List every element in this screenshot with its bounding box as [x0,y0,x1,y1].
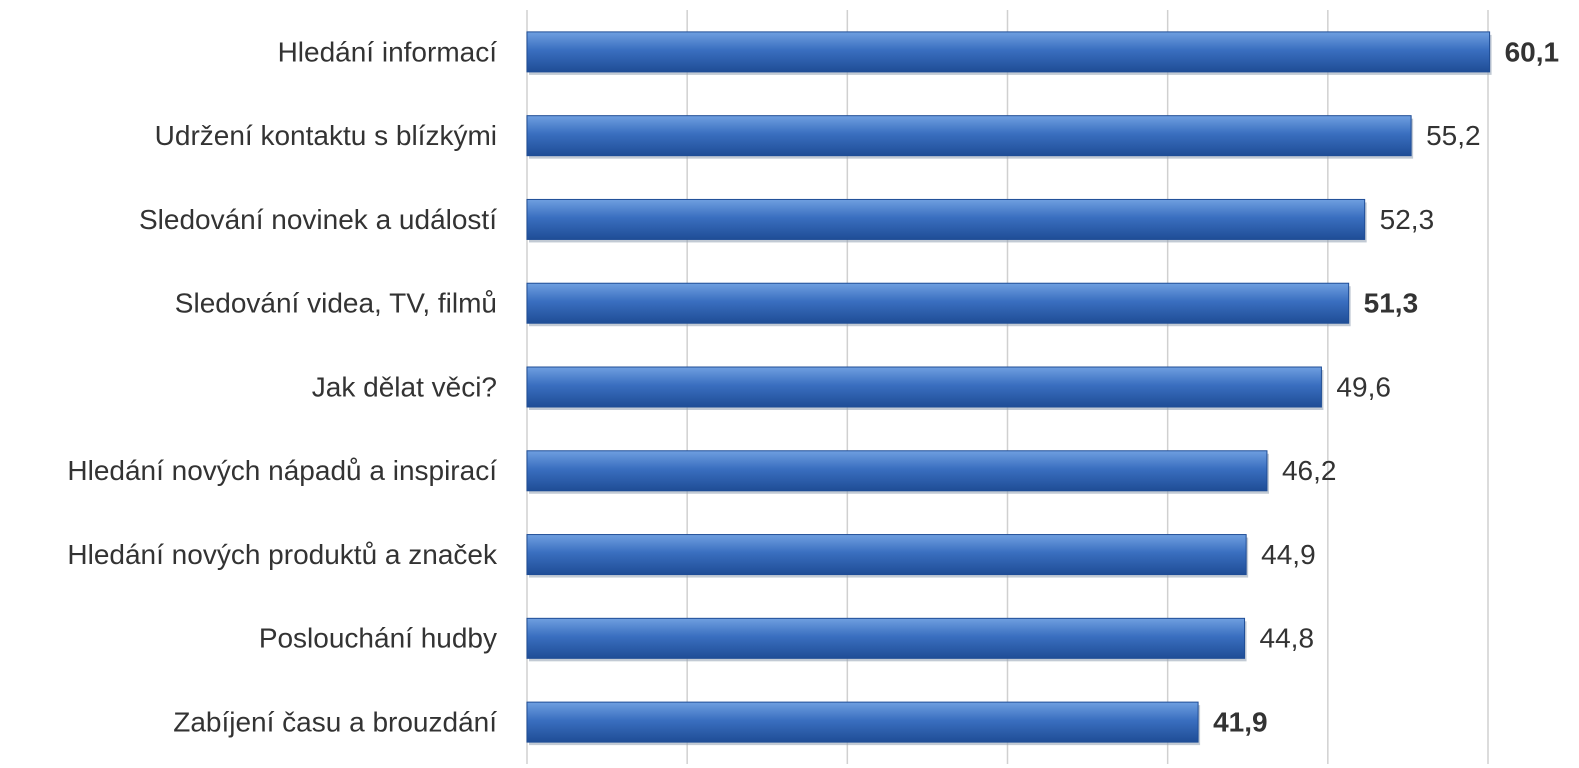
y-tick-label: Hledání nových nápadů a inspirací [67,455,497,486]
value-label: 55,2 [1426,120,1481,151]
y-tick-label: Udržení kontaktu s blízkými [155,120,497,151]
y-tick-label: Jak dělat věci? [312,371,497,402]
value-label: 60,1 [1505,36,1560,67]
bar [526,450,1268,492]
y-tick-label: Zabíjení času a brouzdání [173,707,497,738]
value-label: 52,3 [1380,204,1435,235]
value-label: 51,3 [1364,288,1419,319]
value-label: 49,6 [1336,371,1391,402]
y-tick-label: Hledání nových produktů a značek [67,539,498,570]
y-tick-label: Sledování videa, TV, filmů [175,288,497,319]
value-label: 41,9 [1213,707,1268,738]
bar [526,198,1366,240]
value-label: 44,8 [1260,623,1315,654]
value-label: 46,2 [1282,455,1337,486]
y-tick-label: Hledání informací [278,36,498,67]
bar [526,534,1247,576]
bar [526,617,1246,659]
y-tick-label: Poslouchání hudby [259,623,497,654]
y-tick-label: Sledování novinek a událostí [139,204,497,235]
bar [526,282,1350,324]
bar [526,115,1412,157]
bar [526,31,1491,73]
bar [526,701,1199,743]
value-label: 44,9 [1261,539,1316,570]
bar [526,366,1322,408]
